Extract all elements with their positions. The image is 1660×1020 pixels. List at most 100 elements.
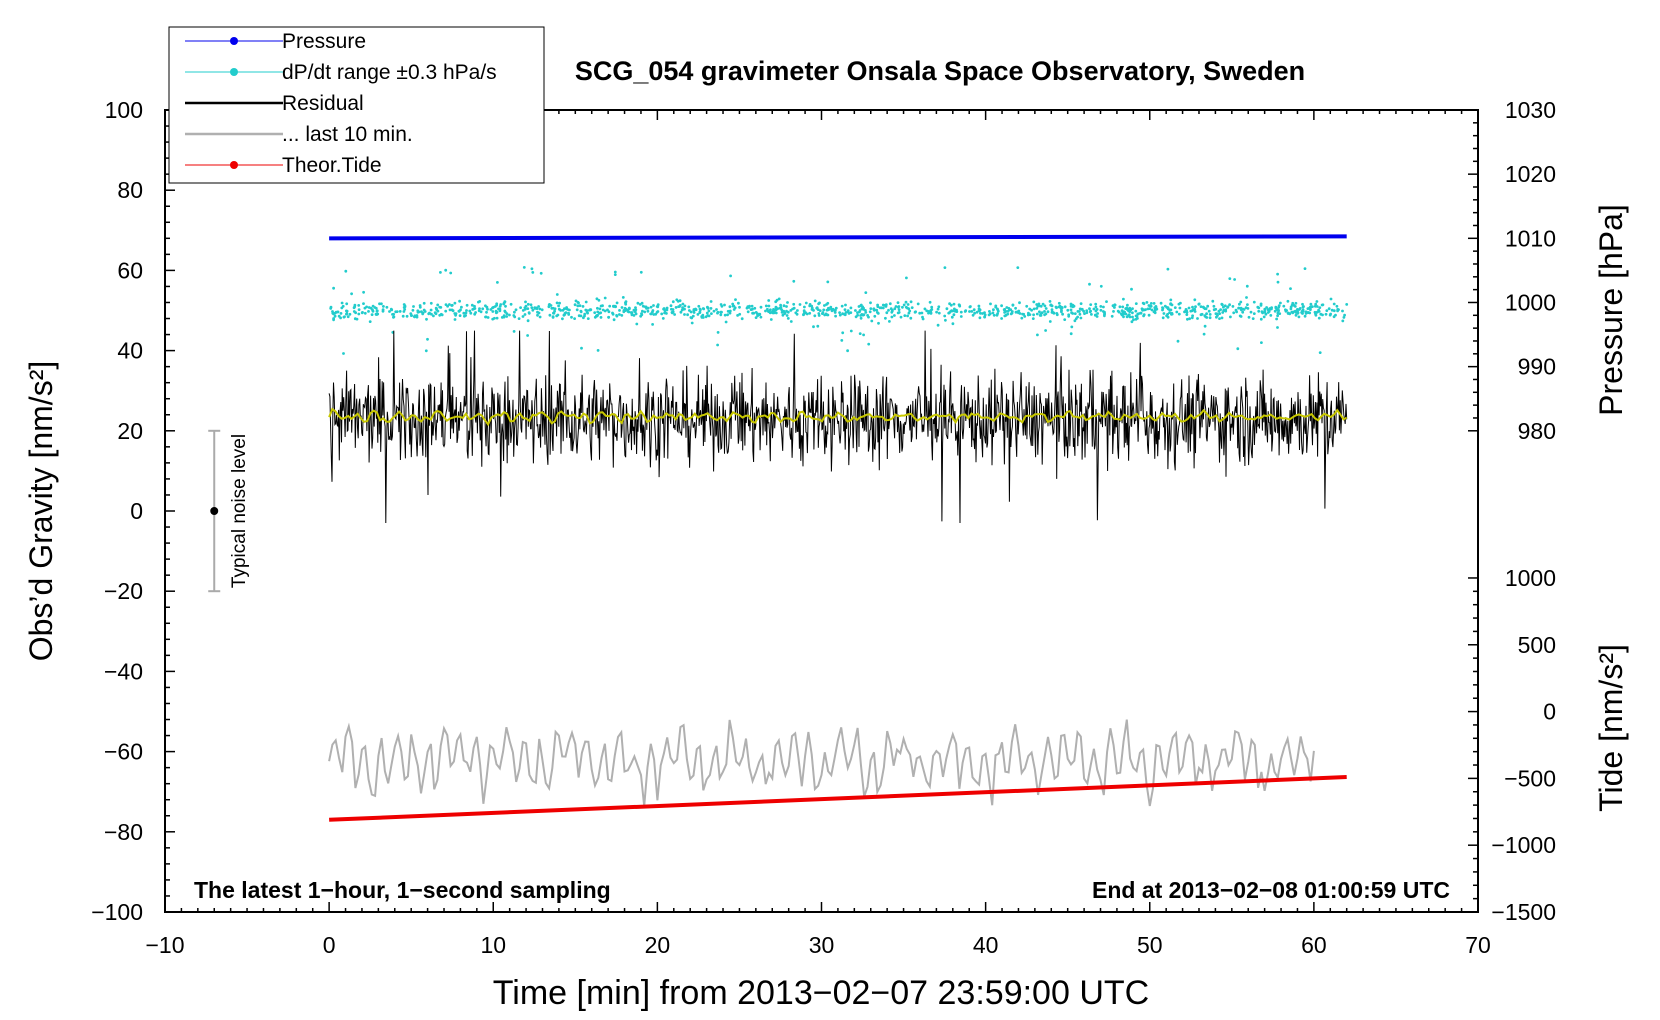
dpdt-point [910, 306, 914, 309]
tide-line [329, 775, 1347, 822]
x-tick-label: 20 [645, 932, 671, 958]
dpdt-point [660, 312, 664, 316]
dpdt-point [1199, 305, 1203, 308]
dpdt-point [786, 301, 789, 304]
dpdt-point [1242, 308, 1246, 311]
dpdt-point [559, 309, 563, 312]
x-tick-label: 50 [1137, 932, 1163, 958]
dpdt-point [921, 317, 925, 321]
dpdt-point [675, 298, 679, 302]
dpdt-point [1212, 308, 1216, 312]
dpdt-point [873, 314, 877, 318]
dpdt-point [1125, 315, 1129, 319]
legend-swatch-dot [230, 37, 238, 45]
dpdt-point [1203, 307, 1207, 310]
y-tick-label-left: 0 [130, 498, 143, 524]
dpdt-point [484, 315, 487, 319]
dpdt-point [1094, 302, 1098, 306]
dpdt-point [618, 313, 621, 316]
dpdt-point [782, 304, 786, 308]
dpdt-point [558, 301, 561, 305]
dpdt-point [1130, 320, 1134, 324]
dpdt-point [913, 310, 917, 314]
dpdt-point [1038, 310, 1041, 314]
dpdt-point [958, 303, 961, 307]
dpdt-point [1303, 314, 1307, 318]
dpdt-point [859, 303, 863, 307]
dpdt-point [1067, 314, 1071, 318]
dpdt-point [618, 309, 621, 312]
dpdt-point [789, 320, 793, 323]
dpdt-point [758, 312, 762, 316]
dpdt-point [918, 311, 922, 315]
dpdt-point [700, 316, 704, 319]
dpdt-point [950, 309, 953, 312]
dpdt-point [928, 300, 932, 304]
dpdt-point [989, 302, 992, 306]
dpdt-point [352, 310, 356, 313]
dpdt-point [876, 311, 879, 314]
dpdt-point [598, 311, 601, 315]
dpdt-point [906, 303, 910, 306]
dpdt-point [1187, 306, 1191, 310]
dpdt-point [1022, 312, 1026, 316]
dpdt-point [798, 303, 802, 306]
dpdt-point [428, 311, 431, 315]
dpdt-point [1032, 307, 1036, 311]
dpdt-point [709, 300, 713, 303]
dpdt-point [513, 310, 516, 314]
dpdt-point [864, 311, 868, 314]
dpdt-point [881, 306, 885, 310]
dpdt-point [1276, 314, 1279, 318]
dpdt-point [1249, 310, 1253, 314]
dpdt-point [402, 306, 406, 309]
dpdt-point [829, 305, 833, 309]
dpdt-point [1132, 318, 1135, 322]
dpdt-point [1215, 315, 1218, 319]
dpdt-point [1040, 311, 1044, 315]
dpdt-point [479, 310, 483, 314]
dpdt-point [409, 312, 413, 315]
dpdt-point [357, 312, 361, 316]
dpdt-point [493, 316, 496, 320]
dpdt-point [573, 303, 577, 307]
dpdt-point [1099, 284, 1103, 288]
dpdt-point [345, 309, 349, 313]
dpdt-point [673, 313, 676, 316]
dpdt-point [1020, 316, 1024, 320]
dpdt-point [732, 308, 736, 311]
dpdt-point [632, 308, 636, 312]
dpdt-point [661, 317, 665, 320]
dpdt-point [599, 316, 603, 319]
dpdt-point [983, 313, 987, 317]
dpdt-point [656, 305, 660, 309]
dpdt-point [341, 304, 345, 308]
dpdt-point [624, 302, 628, 306]
dpdt-point [716, 343, 719, 347]
dpdt-point [581, 305, 585, 308]
dpdt-point [858, 332, 862, 335]
dpdt-point [448, 308, 452, 312]
dpdt-point [1191, 305, 1194, 309]
dpdt-point [1031, 317, 1035, 320]
x-tick-label: 10 [480, 932, 506, 958]
dpdt-point [1111, 304, 1115, 308]
dpdt-point [411, 308, 415, 312]
dpdt-point [521, 315, 525, 318]
dpdt-point [348, 312, 352, 316]
dpdt-point [686, 313, 689, 317]
dpdt-point [945, 307, 949, 311]
dpdt-point [1003, 308, 1007, 311]
dpdt-point [1251, 317, 1255, 320]
legend-label: dP/dt range ±0.3 hPa/s [282, 61, 497, 84]
dpdt-point [567, 313, 571, 316]
dpdt-point [1134, 302, 1138, 305]
dpdt-point [1276, 326, 1279, 329]
dpdt-point [923, 307, 927, 311]
dpdt-point [1027, 311, 1030, 315]
dpdt-point [526, 302, 530, 306]
dpdt-point [1212, 304, 1216, 308]
dpdt-point [630, 313, 634, 317]
dpdt-point [641, 304, 645, 308]
